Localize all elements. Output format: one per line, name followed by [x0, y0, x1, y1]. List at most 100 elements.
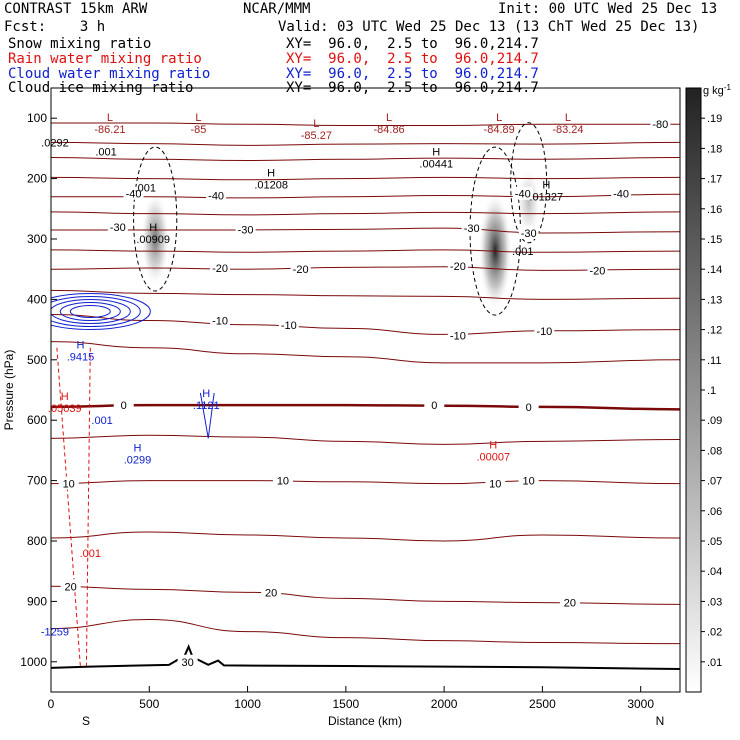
model-title: CONTRAST 15km ARW [4, 1, 148, 17]
extremum-value: .00909 [136, 234, 170, 246]
x-tick-label: 2000 [431, 697, 458, 711]
temperature-label: -10 [536, 326, 552, 338]
terrain-profile [51, 644, 680, 671]
colorbar-tick-label: .14 [707, 264, 722, 276]
temperature-contours [51, 122, 680, 645]
temperature-label-bg [206, 188, 227, 202]
y-tick-label: 1000 [20, 655, 47, 669]
temperature-label-bg [107, 219, 128, 233]
cloud-water-contour [51, 295, 141, 327]
colorbar-tick-label: .17 [707, 174, 722, 186]
temperature-label: -30 [110, 222, 126, 234]
temperature-label: -20 [293, 264, 309, 276]
temperature-label-bg [177, 654, 198, 668]
snow-contour [133, 146, 178, 292]
colorbar-tick-label: .07 [707, 476, 722, 488]
colorbar-tick-label: .08 [707, 445, 722, 457]
temperature-label: -10 [212, 316, 228, 328]
extremum-value: -84.86 [373, 124, 404, 136]
temperature-label-bg [261, 585, 282, 599]
y-axis-label: Pressure (hPa) [2, 350, 16, 431]
temperature-label: -20 [450, 261, 466, 273]
y-tick-label: 100 [27, 111, 47, 125]
y-tick-label: 500 [27, 353, 47, 367]
extremum-marker: H [61, 391, 69, 403]
cloud-water-contour [69, 304, 111, 318]
temperature-label-bg [235, 222, 256, 236]
contour-label: -1259 [41, 627, 69, 639]
snow-contour [510, 122, 548, 244]
isotherm-line [51, 403, 680, 411]
plot-frame [50, 87, 681, 693]
colorbar-tick-label: .16 [707, 204, 722, 216]
colorbar-tick-label: .18 [707, 143, 722, 155]
extremum-value: -86.21 [94, 124, 125, 136]
isotherm-line [51, 227, 680, 234]
extremum-marker: H [542, 180, 550, 192]
temperature-label: -10 [281, 320, 297, 332]
temperature-label-bg [518, 473, 539, 487]
colorbar-tick-label: .15 [707, 234, 722, 246]
temperature-label-bg [210, 260, 231, 274]
temperature-label: -30 [464, 223, 480, 235]
temperature-label: 10 [523, 476, 535, 488]
extremum-marker: L [313, 118, 319, 130]
temperature-label: 0 [121, 400, 127, 412]
extremum-marker: H [77, 340, 85, 352]
colorbar-tick-label: .03 [707, 596, 722, 608]
cloud-water-contour [51, 292, 151, 330]
contour-label: .001 [80, 548, 101, 560]
y-tick-label: 700 [27, 474, 47, 488]
y-tick-label: 400 [27, 292, 47, 306]
legend-rain: Rain water mixing ratio [8, 51, 202, 67]
colorbar-tick-label: .13 [707, 294, 722, 306]
colorbar-tick-label: .11 [707, 355, 721, 367]
snow-shading [140, 167, 541, 311]
temperature-label: 20 [564, 598, 576, 610]
temperature-label: 0 [526, 402, 532, 414]
temperature-label: 20 [65, 581, 77, 593]
forecast-hour: Fcst: 3 h [4, 19, 106, 35]
isotherm-line [51, 156, 680, 161]
x-tick-label: 3000 [627, 697, 654, 711]
temperature-label: 30 [181, 657, 193, 669]
contour-label: .001 [91, 415, 112, 427]
temperature-label-bg [58, 476, 79, 490]
temperature-label: -30 [238, 224, 254, 236]
temperature-label: -40 [208, 191, 224, 203]
extremum-marker: H [267, 168, 275, 180]
x-tick-label: 0 [48, 697, 55, 711]
temperature-label-bg [290, 262, 311, 276]
extremum-marker: H [202, 388, 210, 400]
temperature-label: -80 [652, 119, 668, 131]
temperature-label-bg [559, 595, 580, 609]
isotherm-line [51, 141, 680, 146]
temperature-label-bg [113, 398, 134, 412]
isotherm-line [51, 619, 680, 645]
y-tick-label: 900 [27, 594, 47, 608]
extremum-marker: H [149, 222, 157, 234]
temperature-label-bg [650, 117, 671, 131]
temperature-label-bg [278, 317, 299, 331]
temperature-label: 20 [265, 587, 277, 599]
temperature-label-bg [272, 473, 293, 487]
extremum-marker: L [107, 112, 113, 124]
cloud-water-contour [199, 392, 215, 439]
isotherm-line [51, 531, 680, 542]
cloud-water-contour [59, 301, 121, 321]
cloud-water-contour [51, 298, 131, 324]
snow-blob [140, 192, 170, 286]
contour-label: .001 [95, 146, 116, 158]
extremum-value: .0299 [124, 454, 152, 466]
extremum-marker: L [195, 112, 201, 124]
isotherm-line [51, 211, 680, 216]
temperature-label: -20 [589, 265, 605, 277]
temperature-label-bg [587, 263, 608, 277]
x-axis-label: Distance (km) [328, 714, 402, 728]
temperature-label-bg [512, 186, 533, 200]
legend-cloud-water-xy: XY= 96.0, 2.5 to 96.0,214.7 [286, 66, 539, 82]
extremum-marker: L [496, 112, 502, 124]
extremum-marker: H [489, 439, 497, 451]
temperature-label: -20 [212, 263, 228, 275]
